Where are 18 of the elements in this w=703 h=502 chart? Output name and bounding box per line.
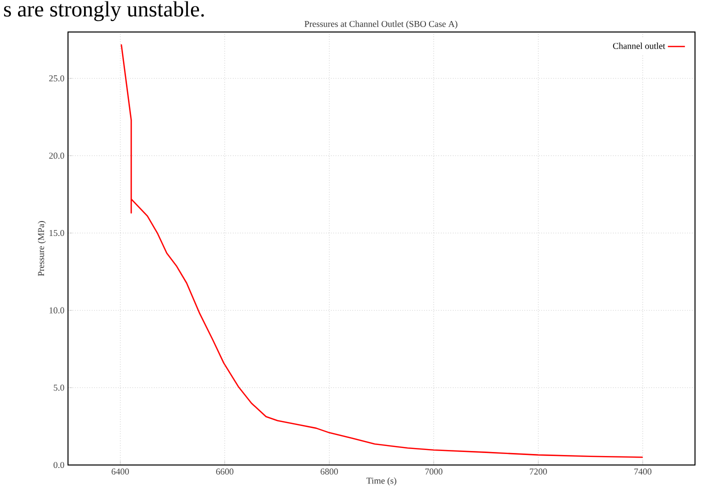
- text: s are strongly unstable.: [4, 1, 204, 22]
- x-tick-label: 6800: [320, 468, 338, 475]
- x-tick-label: 7000: [425, 468, 442, 475]
- y-tick-label: 0.0: [54, 462, 64, 468]
- y-tick-label: 25.0: [49, 75, 64, 82]
- legend-label: Channel outlet: [613, 42, 666, 49]
- x-tick-label: 7200: [530, 468, 547, 475]
- y-tick-label: 15.0: [50, 230, 64, 236]
- line-series: [120, 44, 644, 458]
- x-tick-label: 7400: [634, 468, 652, 475]
- x-tick-label: 6400: [112, 468, 129, 475]
- y-axis-title: Pressure (MPa): [38, 221, 46, 276]
- chart-title: Pressures at Channel Outlet (SBO Case A): [304, 20, 458, 29]
- y-tick-label: 5.0: [54, 384, 64, 391]
- x-tick-label: 6600: [216, 468, 234, 475]
- x-axis-title: Time (s): [366, 477, 396, 486]
- y-tick-label: 20.0: [49, 152, 64, 159]
- y-tick-label: 10.0: [50, 307, 64, 314]
